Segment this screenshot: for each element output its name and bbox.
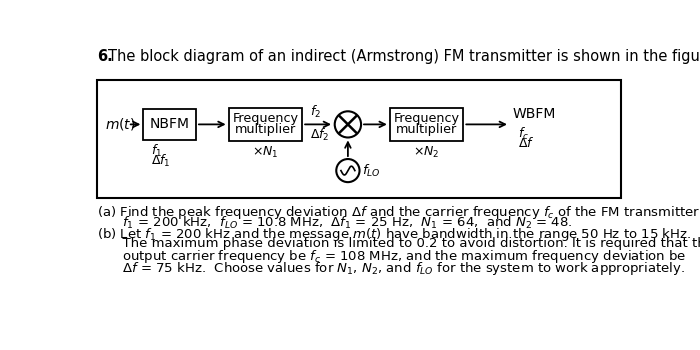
Text: multiplier: multiplier — [396, 124, 457, 136]
Text: $\Delta f$ = 75 kHz.  Choose values for $N_1$, $N_2$, and $f_{LO}$ for the syste: $\Delta f$ = 75 kHz. Choose values for $… — [97, 260, 685, 276]
Text: $f_1$: $f_1$ — [151, 143, 162, 159]
Text: Frequency: Frequency — [393, 112, 460, 125]
Circle shape — [336, 159, 360, 182]
Text: output carrier frequency be $f_c$ = 108 MHz, and the maximum frequency deviation: output carrier frequency be $f_c$ = 108 … — [97, 248, 686, 265]
Text: $\Delta f$: $\Delta f$ — [517, 136, 534, 150]
Bar — [97, 80, 621, 197]
Bar — [390, 108, 463, 141]
Bar — [228, 108, 302, 141]
Text: $\Delta f_2$: $\Delta f_2$ — [310, 127, 330, 143]
Text: $m(t)$: $m(t)$ — [104, 117, 135, 132]
Text: $\times N_1$: $\times N_1$ — [252, 145, 279, 160]
Text: NBFM: NBFM — [150, 117, 190, 131]
Text: The maximum phase deviation is limited to 0.2 to avoid distortion. It is require: The maximum phase deviation is limited t… — [97, 237, 700, 250]
Circle shape — [335, 111, 361, 138]
Text: multiplier: multiplier — [234, 124, 296, 136]
Text: $f_c$: $f_c$ — [517, 126, 528, 142]
Text: $f_{LO}$: $f_{LO}$ — [362, 162, 381, 178]
Text: $\Delta f_1$: $\Delta f_1$ — [151, 153, 171, 169]
Text: (a) Find the peak frequency deviation $\Delta f$ and the carrier frequency $f_c$: (a) Find the peak frequency deviation $\… — [97, 204, 700, 221]
Text: 6.: 6. — [97, 49, 113, 64]
Text: The block diagram of an indirect (Armstrong) FM transmitter is shown in the figu: The block diagram of an indirect (Armstr… — [108, 49, 700, 64]
Text: WBFM: WBFM — [512, 106, 556, 120]
Text: $f_1$ = 200 kHz,  $f_{LO}$ = 10.8 MHz,  $\Delta f_1$ = 25 Hz,  $N_1$ = 64,  and : $f_1$ = 200 kHz, $f_{LO}$ = 10.8 MHz, $\… — [97, 215, 573, 231]
Text: $\times N_2$: $\times N_2$ — [413, 145, 440, 160]
Text: Frequency: Frequency — [232, 112, 298, 125]
Bar — [144, 109, 196, 140]
Text: $f_2$: $f_2$ — [310, 104, 321, 120]
Text: (b) Let $f_1$ = 200 kHz and the message $m(t)$ have bandwidth in the range 50 Hz: (b) Let $f_1$ = 200 kHz and the message … — [97, 226, 691, 243]
